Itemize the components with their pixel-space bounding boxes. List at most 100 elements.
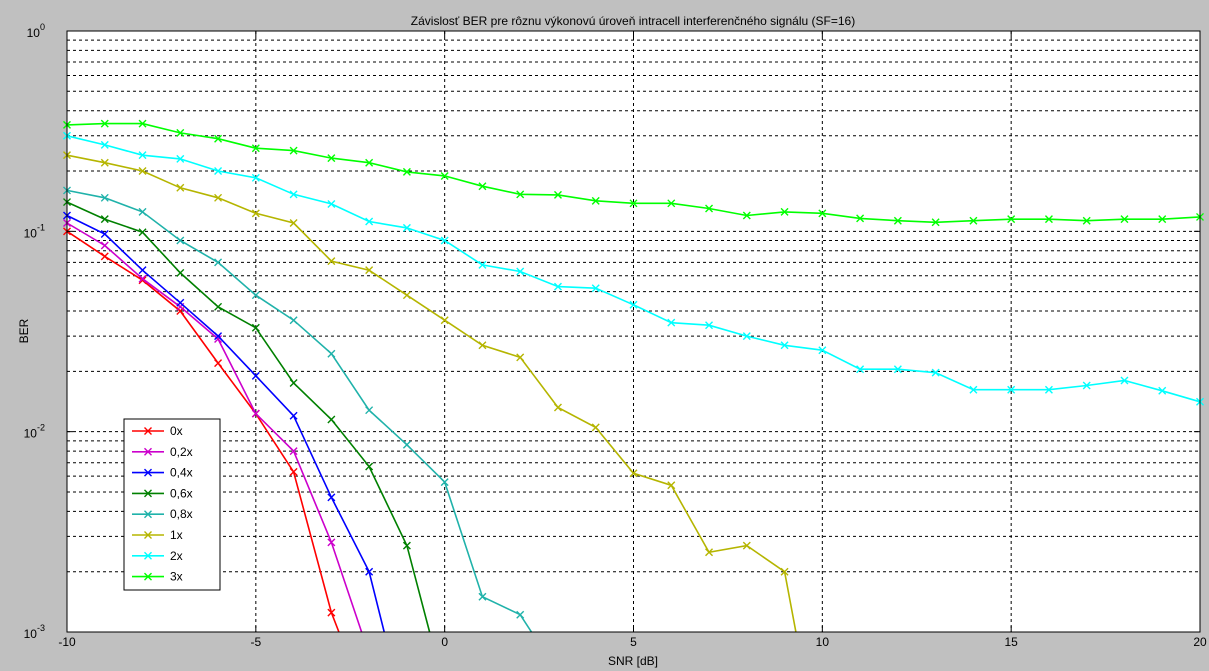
y-axis-ticks: 10-3 10-2 10-1 100 (24, 22, 1200, 641)
legend-label: 3x (170, 570, 183, 584)
data-point-marker (1082, 381, 1091, 390)
y-tick-label: 10-3 (24, 623, 45, 641)
data-point-marker (591, 423, 600, 432)
legend-marker (144, 447, 152, 456)
data-point-marker (365, 567, 374, 576)
data-point-marker (705, 204, 714, 213)
data-point-marker (138, 119, 147, 128)
data-point-marker (214, 134, 223, 143)
data-point-marker (742, 332, 751, 341)
legend-marker (144, 427, 152, 435)
data-point-marker (214, 167, 223, 176)
data-point-marker (176, 183, 185, 192)
legend-item: 0,8x (132, 507, 193, 521)
data-point-marker (100, 140, 109, 149)
data-point-marker (1120, 376, 1129, 385)
data-point-marker (100, 215, 109, 224)
data-point-marker (667, 318, 676, 327)
data-point-marker (667, 199, 676, 208)
x-axis-ticks: -10 -5 0 5 10 15 20 (58, 31, 1207, 649)
data-point-marker (478, 341, 487, 350)
data-point-marker (478, 592, 487, 601)
x-tick-label: -10 (58, 635, 76, 649)
data-point-marker (289, 447, 298, 456)
data-point-marker (365, 158, 374, 167)
data-point-marker (591, 196, 600, 205)
data-point-marker (1007, 385, 1016, 394)
x-tick-label: 5 (630, 635, 637, 649)
data-point-marker (856, 365, 865, 374)
data-point-marker (327, 199, 336, 208)
data-point-marker (516, 190, 525, 199)
series (63, 186, 533, 633)
data-point-marker (138, 167, 147, 176)
series (63, 198, 431, 633)
data-point-marker (402, 291, 411, 300)
data-point-marker (251, 209, 260, 218)
data-point-marker (856, 214, 865, 223)
data-point-marker (440, 478, 449, 487)
x-tick-label: 20 (1193, 635, 1207, 649)
y-tick-label: 100 (27, 22, 45, 40)
data-point-marker (365, 217, 374, 226)
data-point-marker (138, 207, 147, 216)
data-point-marker (969, 216, 978, 225)
data-point-marker (1044, 385, 1053, 394)
data-point-marker (138, 276, 147, 285)
series-line (66, 214, 385, 633)
data-point-marker (402, 223, 411, 232)
x-axis-title: SNR [dB] (608, 654, 658, 668)
legend-item: 3x (132, 570, 183, 584)
data-point-marker (327, 415, 336, 424)
data-point-marker (402, 440, 411, 449)
legend-label: 0,6x (170, 486, 193, 500)
data-point-marker (176, 236, 185, 245)
series (63, 119, 1204, 227)
data-point-marker (138, 266, 147, 275)
data-point-marker (969, 385, 978, 394)
data-point-marker (478, 260, 487, 269)
series-layer (63, 119, 1204, 633)
data-point-marker (289, 190, 298, 199)
series (63, 151, 797, 633)
legend: 0x 0,2x 0,4x 0,6x 0,8x 1x 2x 3x (123, 418, 221, 591)
data-point-marker (402, 167, 411, 176)
data-point-marker (327, 154, 336, 163)
data-point-marker (931, 368, 940, 377)
data-point-marker (327, 493, 336, 502)
data-point-marker (251, 144, 260, 153)
data-point-marker (251, 409, 260, 418)
data-point-marker (742, 211, 751, 220)
data-point-marker (289, 219, 298, 228)
data-point-marker (327, 257, 336, 266)
data-point-marker (138, 151, 147, 160)
y-axis-title: BER (17, 318, 31, 343)
y-tick-label: 10-1 (24, 222, 45, 240)
data-point-marker (176, 128, 185, 137)
data-point-marker (289, 378, 298, 387)
data-point-marker (100, 193, 109, 202)
data-point-marker (742, 541, 751, 550)
data-point-marker (893, 365, 902, 374)
x-tick-label: 10 (816, 635, 830, 649)
legend-marker (144, 489, 152, 498)
data-point-marker (440, 236, 449, 245)
legend-label: 0x (170, 424, 183, 438)
data-point-marker (516, 610, 525, 619)
data-point-marker (100, 252, 109, 261)
series-line (66, 189, 533, 633)
data-point-marker (1158, 386, 1167, 395)
data-point-marker (478, 182, 487, 191)
legend-label: 0,8x (170, 507, 193, 521)
data-point-marker (214, 258, 223, 267)
data-point-marker (780, 341, 789, 350)
data-point-marker (327, 538, 336, 547)
series (63, 219, 363, 633)
data-point-marker (818, 346, 827, 355)
legend-item: 0,4x (132, 466, 193, 480)
legend-box (123, 418, 221, 591)
data-point-marker (440, 316, 449, 325)
data-point-marker (1158, 215, 1167, 224)
data-point-marker (818, 209, 827, 218)
data-point-marker (176, 154, 185, 163)
